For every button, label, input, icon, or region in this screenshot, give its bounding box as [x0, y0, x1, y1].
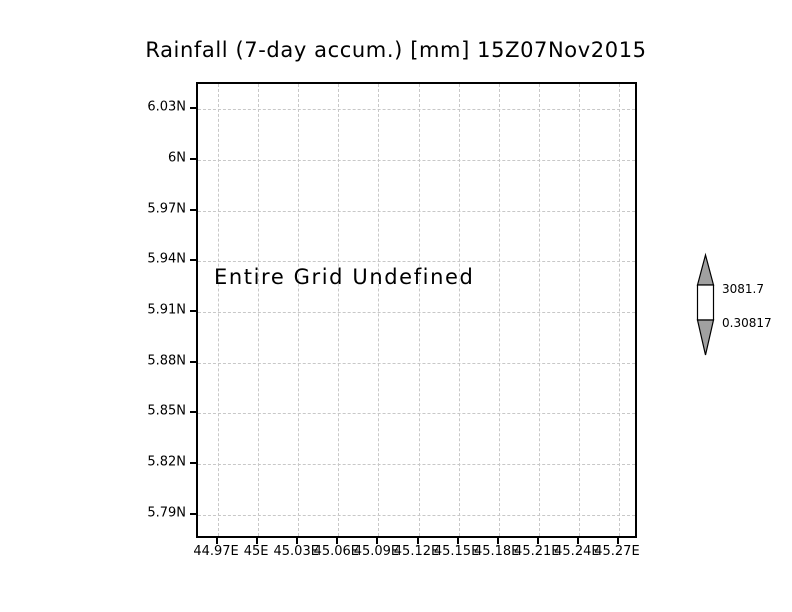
gridline-vertical [218, 84, 220, 536]
x-tick [216, 538, 219, 544]
y-tick [190, 259, 196, 262]
gridline-vertical [498, 84, 500, 536]
x-axis-label: 45.12E [393, 544, 440, 559]
x-axis-label: 45.24E [554, 544, 600, 559]
y-tick [190, 462, 196, 464]
gridline-vertical [338, 84, 340, 536]
page-title: Rainfall (7-day accum.) [mm] 15Z07Nov201… [145, 38, 647, 62]
x-tick [456, 538, 459, 544]
gridline-horizontal [198, 464, 635, 465]
x-axis-label: 45.06E [313, 544, 360, 559]
x-tick [536, 538, 539, 544]
colorbar-box [696, 284, 715, 321]
y-axis-label: 5.82N [147, 454, 186, 470]
x-axis-label: 45.15E [433, 544, 480, 559]
y-tick [190, 411, 196, 414]
x-tick [496, 538, 499, 544]
x-axis-label: 45.27E [594, 544, 640, 559]
y-axis-label: 5.91N [147, 302, 186, 318]
y-tick [190, 208, 196, 211]
gridline-vertical [458, 84, 460, 536]
y-axis-label: 5.88N [147, 353, 186, 369]
gridline-horizontal [198, 261, 635, 263]
gridline-vertical [618, 84, 620, 536]
gridline-vertical [578, 84, 580, 536]
x-axis-label: 45.09E [353, 544, 400, 559]
x-axis-label: 44.97E [193, 544, 239, 559]
x-tick [576, 538, 579, 544]
y-tick [190, 310, 196, 312]
x-axis-label: 45.21E [514, 544, 560, 559]
y-axis-label: 6N [168, 150, 186, 166]
colorbar: 3081.7 0.30817 [690, 250, 790, 365]
y-axis-label: 5.97N [147, 201, 186, 217]
gridline-horizontal [198, 362, 635, 364]
x-tick [376, 538, 379, 544]
gridline-vertical [538, 84, 540, 536]
colorbar-max-label: 3081.7 [722, 282, 764, 296]
gridline-horizontal [198, 514, 635, 516]
y-axis-label: 6.03N [147, 99, 186, 115]
colorbar-min-label: 0.30817 [722, 316, 772, 330]
x-axis-label: 45.18E [473, 544, 520, 559]
gridline-vertical [298, 84, 300, 536]
colorbar-swatch [696, 252, 715, 356]
y-tick [190, 512, 196, 515]
y-tick [190, 360, 196, 363]
x-tick [296, 538, 299, 544]
x-tick [616, 538, 619, 544]
colorbar-arrow-down-icon [696, 319, 715, 356]
gridline-horizontal [198, 413, 635, 415]
undefined-grid-message: Entire Grid Undefined [214, 265, 475, 289]
x-tick [336, 538, 339, 544]
x-axis-label: 45.03E [273, 544, 319, 559]
y-tick [190, 107, 196, 110]
x-tick [416, 538, 419, 544]
gridline-horizontal [198, 160, 635, 161]
gridline-horizontal [198, 312, 635, 313]
plot-frame [196, 82, 637, 538]
grid-layer [198, 84, 635, 536]
x-tick [256, 538, 259, 544]
gridline-vertical [258, 84, 260, 536]
x-axis-label: 45E [243, 544, 269, 559]
gridline-vertical [418, 84, 420, 536]
colorbar-arrow-up-icon [696, 252, 715, 286]
y-axis-label: 5.79N [147, 505, 186, 521]
gridline-horizontal [198, 109, 635, 111]
y-tick [190, 158, 196, 160]
gridline-vertical [378, 84, 380, 536]
gridline-horizontal [198, 210, 635, 212]
y-axis-label: 5.85N [147, 403, 186, 419]
y-axis-label: 5.94N [147, 251, 186, 267]
